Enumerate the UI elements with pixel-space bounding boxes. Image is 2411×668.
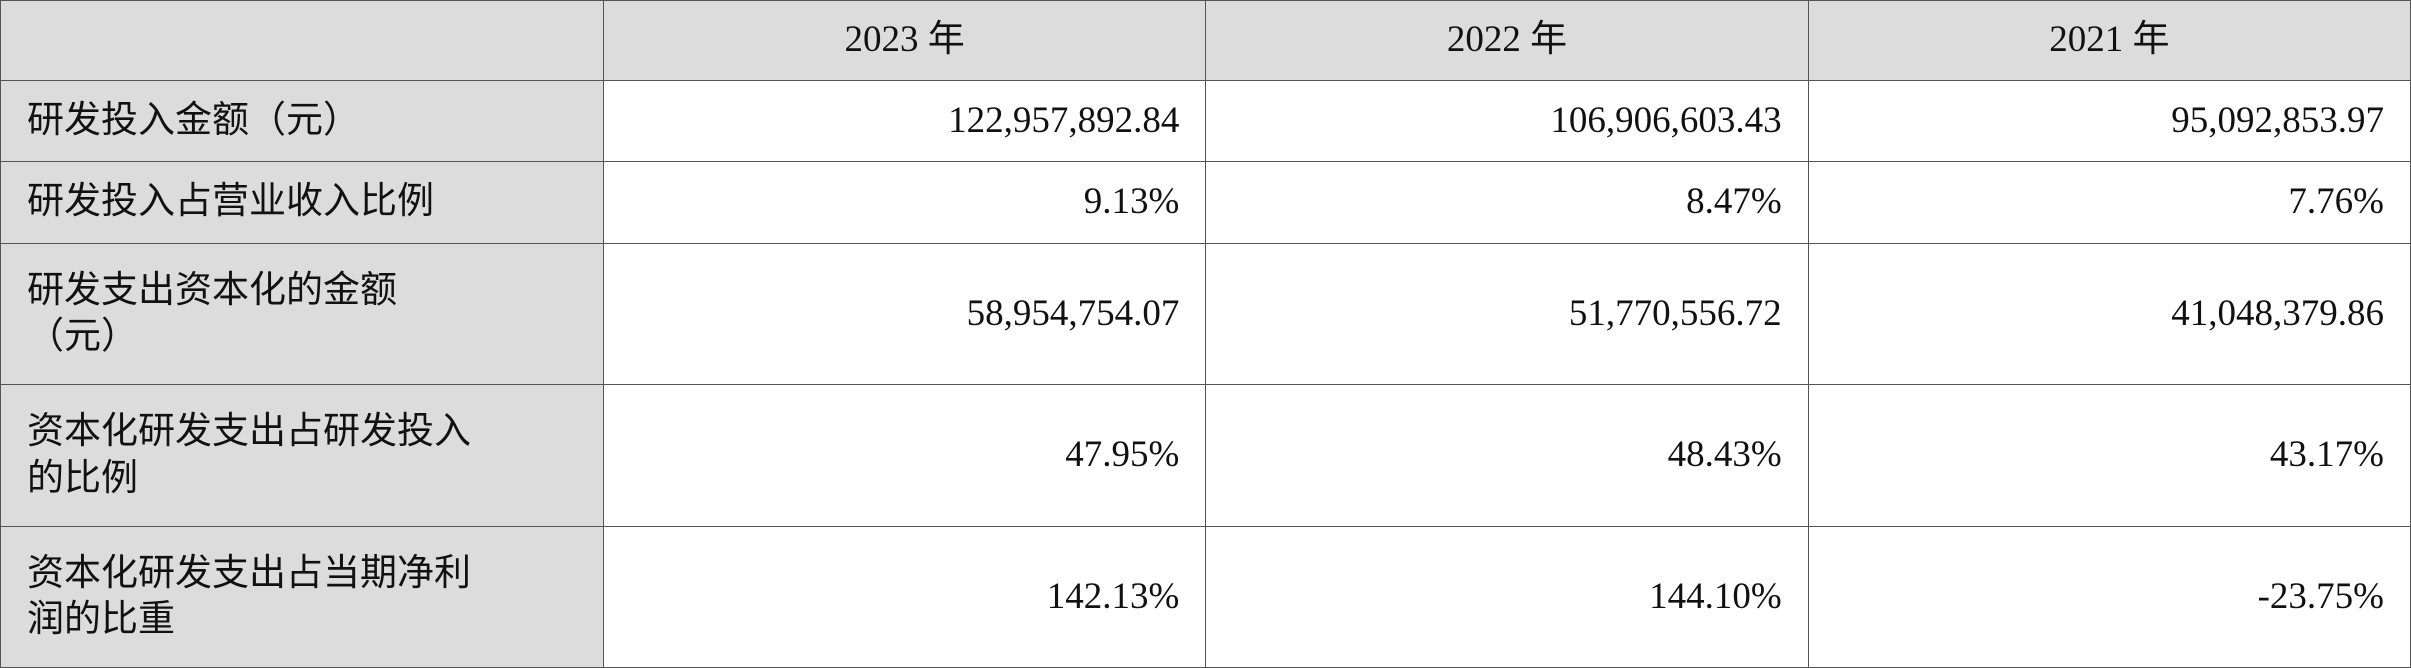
value-cell: 9.13%	[602, 161, 1207, 244]
value-cell: 43.17%	[1807, 384, 2411, 527]
value-cell: 7.76%	[1807, 161, 2411, 244]
data-row: 研发投入金额（元） 122,957,892.84 106,906,603.43 95,…	[0, 80, 2411, 162]
row-label-cell: 研发投入占营业收入比例	[0, 161, 604, 244]
row-label: 资本化研发支出占研发投入的比例	[27, 411, 471, 499]
corner-cell	[0, 0, 604, 81]
value-cell: 8.47%	[1205, 161, 1809, 244]
row-label: 研发投入金额（元）	[27, 99, 360, 141]
value-cell: 51,770,556.72	[1205, 243, 1809, 385]
row-label-cell: 研发投入金额（元）	[0, 80, 604, 162]
header-cell: 2022 年	[1205, 0, 1809, 81]
row-label: 资本化研发支出占当期净利润的比重	[27, 552, 471, 640]
row-label: 研发支出资本化的金额（元）	[27, 269, 397, 357]
header-row: 2023 年 2022 年 2021 年	[0, 0, 2411, 81]
header-cell: 2023 年	[602, 0, 1207, 81]
value-cell: 106,906,603.43	[1205, 80, 1809, 162]
value-cell: -23.75%	[1807, 526, 2411, 668]
value-cell: 144.10%	[1205, 526, 1809, 668]
value-cell: 48.43%	[1205, 384, 1809, 527]
data-row: 资本化研发支出占当期净利润的比重 142.13% 144.10% -23.75%	[0, 526, 2411, 668]
data-row: 研发支出资本化的金额（元） 58,954,754.07 51,770,556.72 4…	[0, 243, 2411, 385]
value-cell: 58,954,754.07	[602, 243, 1207, 385]
row-label-cell: 资本化研发支出占研发投入的比例	[0, 384, 604, 527]
row-label-cell: 研发支出资本化的金额（元）	[0, 243, 604, 385]
value-cell: 142.13%	[602, 526, 1207, 668]
header-cell: 2021 年	[1807, 0, 2411, 81]
value-cell: 95,092,853.97	[1807, 80, 2411, 162]
value-cell: 41,048,379.86	[1807, 243, 2411, 385]
row-label: 研发投入占营业收入比例	[27, 181, 434, 223]
data-row: 资本化研发支出占研发投入的比例 47.95% 48.43% 43.17%	[0, 384, 2411, 527]
value-cell: 47.95%	[602, 384, 1207, 527]
value-cell: 122,957,892.84	[602, 80, 1207, 162]
row-label-cell: 资本化研发支出占当期净利润的比重	[0, 526, 604, 668]
data-row: 研发投入占营业收入比例 9.13% 8.47% 7.76%	[0, 161, 2411, 244]
